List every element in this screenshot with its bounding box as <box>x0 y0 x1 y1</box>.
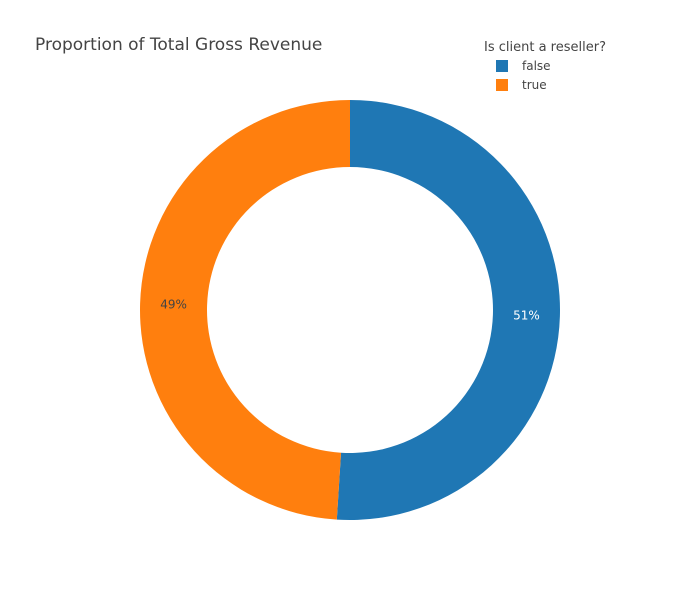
donut-slices <box>139 100 560 520</box>
legend-swatch-false <box>496 60 508 72</box>
slice-label-false: 51% <box>513 309 540 323</box>
legend-item-false[interactable]: false <box>496 59 551 73</box>
legend-label-true: true <box>522 78 547 92</box>
legend: Is client a reseller? false true <box>484 40 606 92</box>
donut-slice-false <box>336 100 560 520</box>
legend-label-false: false <box>522 59 551 73</box>
donut-slice-true <box>139 100 350 520</box>
legend-swatch-true <box>496 79 508 91</box>
legend-item-true[interactable]: true <box>496 78 547 92</box>
slice-label-true: 49% <box>160 297 187 311</box>
legend-items: false true <box>496 59 551 92</box>
slice-labels: 51% 49% <box>160 297 539 322</box>
chart-title: Proportion of Total Gross Revenue <box>35 35 322 55</box>
legend-title: Is client a reseller? <box>484 40 606 55</box>
